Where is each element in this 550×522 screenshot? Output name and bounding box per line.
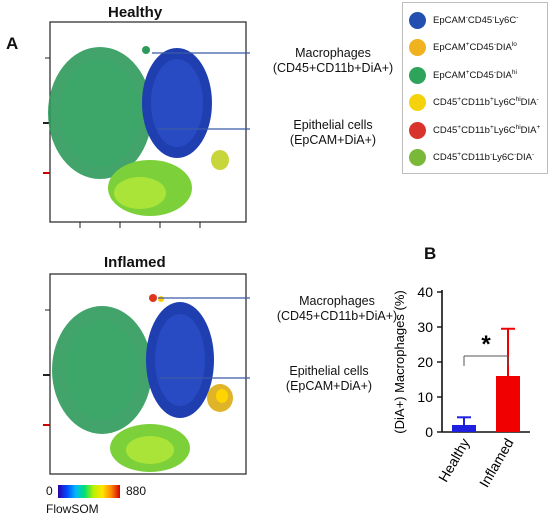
panel-b-letter: B bbox=[424, 244, 437, 263]
healthy-title: Healthy bbox=[108, 4, 163, 21]
inflamed-title: Inflamed bbox=[104, 254, 166, 271]
legend-label: CD45+CD11b+Ly6ChiDIA+ bbox=[433, 123, 541, 137]
inflamed-macrophage-label: Macrophages bbox=[299, 294, 375, 308]
healthy-macrophage-label: Macrophages bbox=[295, 46, 371, 60]
legend-item: EpCAM-CD45-Ly6C- bbox=[409, 9, 518, 31]
legend-swatch bbox=[409, 121, 426, 139]
inflamed-macrophage-sublabel: (CD45+CD11b+DiA+) bbox=[276, 309, 398, 323]
inflamed-macrophage-annotation: Macrophages (CD45+CD11b+DiA+) bbox=[272, 294, 402, 324]
healthy-small-cluster bbox=[211, 150, 229, 170]
legend-label: EpCAM+CD45-DIAlo bbox=[433, 41, 517, 54]
legend-swatch bbox=[409, 149, 426, 166]
x-tick-label: Healthy bbox=[435, 436, 473, 485]
colorbar-min-label: 0 bbox=[46, 484, 53, 498]
inflamed-epithelial-sublabel: (EpCAM+DiA+) bbox=[285, 379, 373, 393]
legend-label: EpCAM+CD45-DIAhi bbox=[433, 68, 517, 82]
legend-label: CD45+CD11b-Ly6C-DIA- bbox=[433, 151, 535, 164]
bar bbox=[452, 425, 476, 432]
colorbar-max-label: 880 bbox=[126, 484, 147, 498]
legend-item: EpCAM+CD45-DIAhi bbox=[409, 64, 517, 86]
healthy-x-ticks bbox=[79, 222, 201, 228]
healthy-epithelial-label: Epithelial cells bbox=[293, 118, 373, 132]
panel-a-letter: A bbox=[6, 34, 19, 53]
significance-star: * bbox=[481, 331, 491, 358]
healthy-macrophage-dot bbox=[142, 46, 150, 54]
legend-swatch bbox=[409, 66, 426, 84]
y-tick-label: 40 bbox=[417, 284, 433, 300]
bar-chart: 0 10 20 30 40 (DiA+) Macrophages (%) Healthy In… bbox=[392, 284, 530, 491]
y-tick-label: 30 bbox=[417, 319, 433, 335]
inflamed-macrophage-dot bbox=[149, 294, 157, 302]
legend-label: CD45+CD11b+Ly6ChiDIA- bbox=[433, 96, 539, 109]
healthy-macrophage-sublabel: (CD45+CD11b+DiA+) bbox=[272, 61, 394, 75]
healthy-epithelial-annotation: Epithelial cells (EpCAM+DiA+) bbox=[268, 118, 398, 148]
legend-item: CD45+CD11b-Ly6C-DIA- bbox=[409, 147, 534, 169]
colorbar-title: FlowSOM bbox=[46, 502, 99, 516]
inflamed-epithelial-annotation: Epithelial cells (EpCAM+DiA+) bbox=[264, 364, 394, 394]
legend-item: CD45+CD11b+Ly6ChiDIA- bbox=[409, 92, 539, 114]
cluster-legend: EpCAM-CD45-Ly6C- EpCAM+CD45-DIAlo EpCAM+CD… bbox=[402, 2, 548, 174]
legend-swatch bbox=[409, 94, 426, 111]
y-tick-label: 10 bbox=[417, 389, 433, 405]
inflamed-epithelial-label: Epithelial cells bbox=[289, 364, 369, 378]
x-tick-label: Inflamed bbox=[476, 436, 517, 491]
y-tick-label: 0 bbox=[425, 424, 433, 440]
healthy-tsne-plot bbox=[43, 21, 250, 228]
y-tick-label: 20 bbox=[417, 354, 433, 370]
inflamed-tsne-plot bbox=[43, 273, 250, 475]
inflamed-y-ticks bbox=[43, 309, 50, 426]
bar bbox=[496, 376, 520, 432]
legend-item: EpCAM+CD45-DIAlo bbox=[409, 37, 517, 59]
flowsom-colorbar bbox=[58, 485, 120, 498]
legend-label: EpCAM-CD45-Ly6C- bbox=[433, 13, 519, 27]
y-axis-label: (DiA+) Macrophages (%) bbox=[392, 290, 407, 433]
healthy-epithelial-sublabel: (EpCAM+DiA+) bbox=[289, 133, 377, 147]
healthy-macrophage-annotation: Macrophages (CD45+CD11b+DiA+) bbox=[268, 46, 398, 76]
legend-swatch bbox=[409, 39, 426, 56]
legend-item: CD45+CD11b+Ly6ChiDIA+ bbox=[409, 119, 540, 141]
legend-swatch bbox=[409, 11, 426, 29]
